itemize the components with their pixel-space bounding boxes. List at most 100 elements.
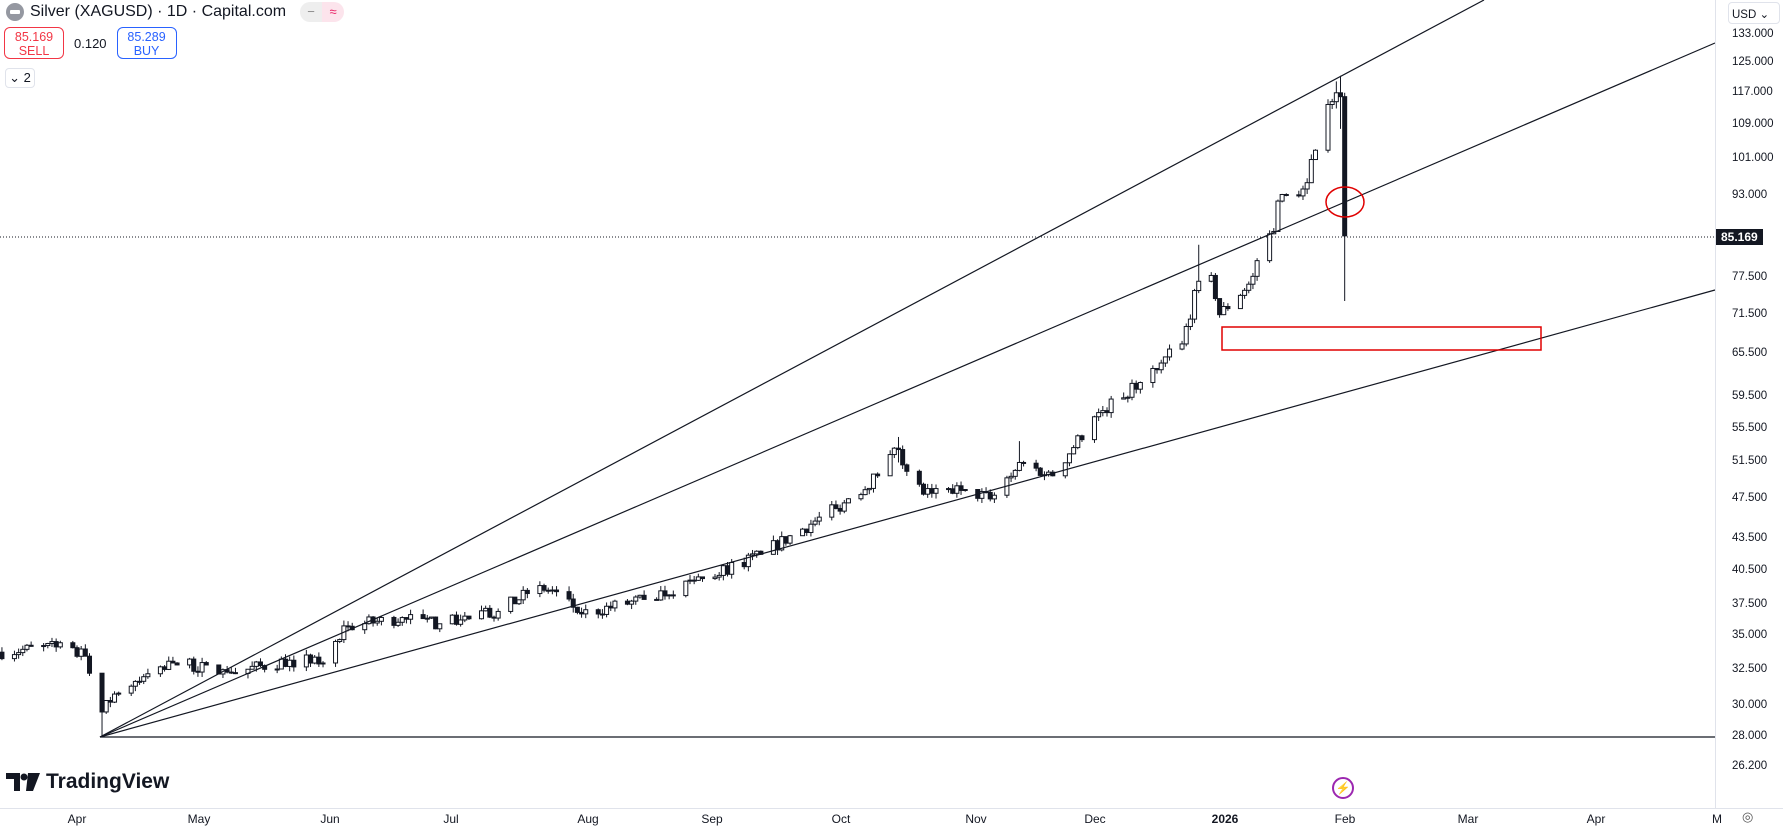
candle[interactable]	[308, 654, 314, 664]
candle[interactable]	[1108, 398, 1114, 414]
candle[interactable]	[545, 589, 551, 592]
candle[interactable]	[637, 594, 643, 598]
candle[interactable]	[103, 700, 109, 713]
candle[interactable]	[199, 662, 205, 673]
candle[interactable]	[670, 594, 676, 597]
candle[interactable]	[566, 591, 572, 600]
candle[interactable]	[541, 585, 547, 591]
candle[interactable]	[82, 648, 88, 657]
candle[interactable]	[979, 491, 985, 499]
lightning-icon[interactable]: ⚡	[1332, 777, 1354, 799]
symbol-title[interactable]: Silver (XAGUSD) · 1D · Capital.com	[30, 3, 287, 20]
candle[interactable]	[1066, 453, 1072, 464]
candle[interactable]	[24, 644, 30, 650]
candle[interactable]	[1254, 260, 1260, 277]
candle[interactable]	[191, 658, 197, 672]
candle[interactable]	[549, 589, 555, 592]
candle[interactable]	[720, 565, 726, 576]
candle[interactable]	[741, 562, 747, 568]
candle[interactable]	[729, 562, 735, 575]
candle[interactable]	[812, 520, 818, 525]
candle[interactable]	[916, 470, 922, 485]
candle[interactable]	[1096, 412, 1102, 418]
candle[interactable]	[1333, 92, 1339, 103]
candle[interactable]	[954, 485, 960, 494]
candle[interactable]	[750, 553, 756, 556]
candle[interactable]	[870, 473, 876, 489]
candle[interactable]	[495, 610, 501, 619]
candle[interactable]	[1225, 306, 1231, 310]
candle[interactable]	[312, 656, 318, 664]
candle[interactable]	[804, 528, 810, 534]
candle[interactable]	[374, 620, 380, 624]
candle[interactable]	[604, 605, 610, 615]
candle[interactable]	[599, 613, 605, 616]
candle[interactable]	[900, 449, 906, 466]
candle[interactable]	[921, 483, 927, 495]
candle[interactable]	[141, 676, 147, 682]
candle[interactable]	[1100, 410, 1106, 414]
time-axis[interactable]: Apr May Jun Jul Aug Sep Oct Nov Dec 2026 Feb Mar Apr…	[0, 808, 1783, 828]
candle[interactable]	[157, 666, 163, 675]
candle[interactable]	[816, 516, 822, 522]
candle[interactable]	[887, 454, 893, 477]
candle[interactable]	[408, 614, 414, 620]
candle[interactable]	[950, 488, 956, 494]
candle[interactable]	[283, 658, 288, 667]
candle[interactable]	[458, 619, 464, 625]
candle[interactable]	[1129, 382, 1135, 398]
candle[interactable]	[624, 600, 630, 605]
candle[interactable]	[433, 616, 439, 630]
candle[interactable]	[904, 464, 910, 472]
candle[interactable]	[1300, 188, 1306, 197]
candle[interactable]	[162, 666, 168, 670]
candle[interactable]	[800, 528, 806, 537]
candle[interactable]	[291, 659, 297, 668]
candle[interactable]	[249, 665, 255, 670]
currency-select[interactable]: USD ⌄	[1728, 2, 1780, 24]
candle[interactable]	[57, 642, 63, 648]
candle[interactable]	[74, 647, 80, 657]
candle[interactable]	[395, 621, 401, 626]
candle[interactable]	[483, 607, 489, 612]
candle[interactable]	[524, 589, 530, 595]
candle[interactable]	[170, 660, 176, 664]
candle[interactable]	[1279, 193, 1285, 202]
candle[interactable]	[612, 600, 618, 609]
eye-icon[interactable]: ◎	[1742, 809, 1754, 824]
candle[interactable]	[629, 600, 635, 605]
candle[interactable]	[1312, 149, 1318, 161]
candle[interactable]	[428, 616, 434, 619]
candle[interactable]	[257, 661, 263, 667]
candle[interactable]	[112, 693, 118, 703]
candle[interactable]	[712, 576, 718, 580]
candle[interactable]	[78, 648, 84, 657]
candle[interactable]	[491, 616, 497, 619]
candle[interactable]	[1125, 396, 1131, 399]
candle[interactable]	[829, 504, 835, 518]
candle[interactable]	[145, 673, 151, 678]
candle[interactable]	[487, 607, 493, 618]
candle[interactable]	[399, 617, 405, 623]
candle[interactable]	[891, 447, 897, 456]
candle[interactable]	[1325, 103, 1331, 151]
breakdown-ellipse[interactable]	[1325, 186, 1365, 218]
candle[interactable]	[87, 655, 93, 674]
price-axis[interactable]: 133.000 125.000 117.000 109.000 101.000 93.00…	[1715, 0, 1783, 808]
candle[interactable]	[1075, 435, 1081, 449]
candle[interactable]	[641, 594, 647, 600]
candle[interactable]	[516, 599, 522, 605]
fan-line-lower[interactable]	[99, 289, 1716, 738]
candle[interactable]	[1329, 101, 1335, 105]
candle[interactable]	[787, 535, 793, 544]
candle[interactable]	[345, 625, 351, 628]
candle[interactable]	[45, 643, 51, 647]
candle[interactable]	[1237, 294, 1243, 310]
candle[interactable]	[875, 473, 881, 477]
candle[interactable]	[745, 554, 751, 568]
candle[interactable]	[49, 641, 55, 645]
candle[interactable]	[1187, 318, 1193, 328]
candle[interactable]	[1208, 274, 1214, 282]
candle[interactable]	[570, 598, 576, 608]
